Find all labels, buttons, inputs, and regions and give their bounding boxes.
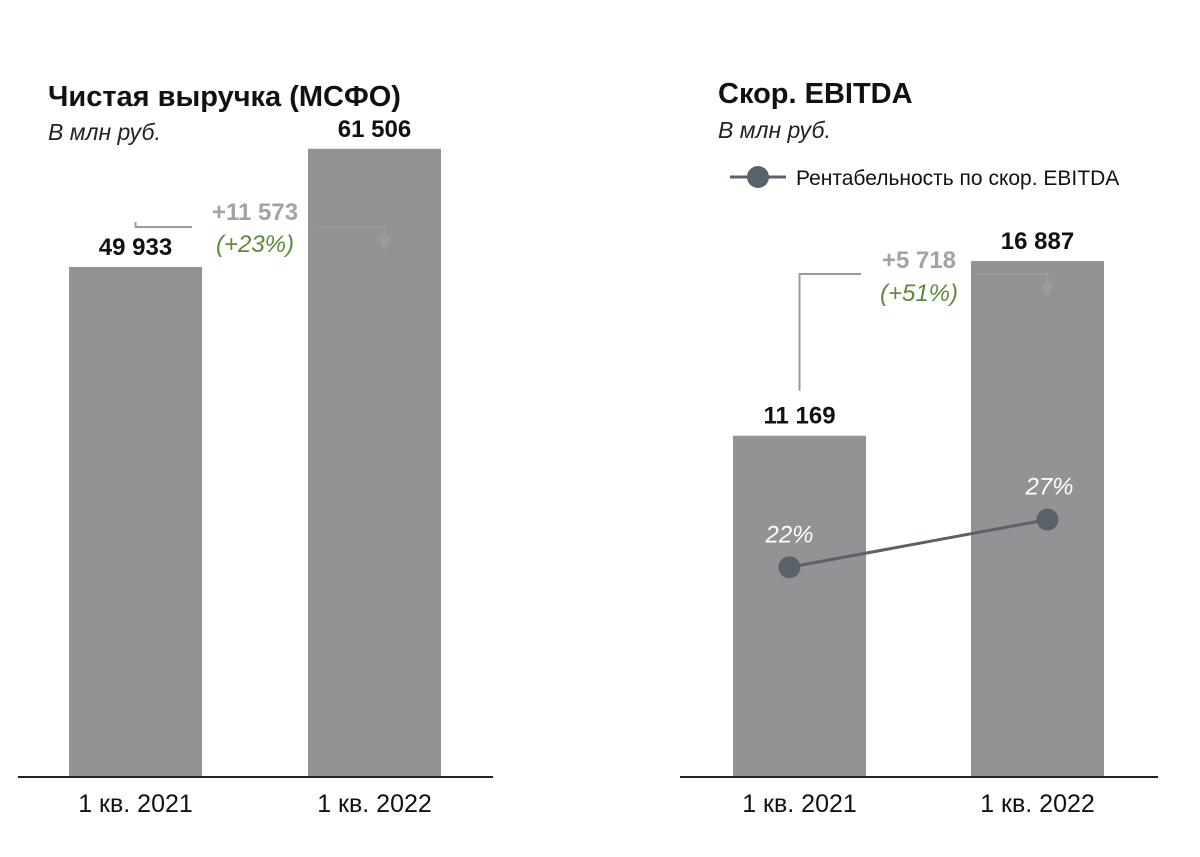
revenue-category-label-2: 1 кв. 2022 (317, 790, 432, 818)
ebitda-chart-plot: 11 169 1 кв. 2021 16 887 1 кв. 2022 +5 718 (+… (680, 228, 1158, 818)
ebitda-category-label-2: 1 кв. 2022 (980, 790, 1095, 818)
ebitda-change-abs-label: +5 718 (882, 247, 956, 274)
legend: Рентабельность по скор. EBITDA (730, 166, 1119, 190)
revenue-bar-2 (308, 148, 441, 778)
revenue-change-bracket-left (134, 221, 192, 228)
ebitda-change-bracket-left (798, 273, 861, 391)
margin-point-1 (778, 556, 801, 579)
legend-dot-marker (747, 166, 769, 188)
revenue-change-pct-label: (+23%) (216, 231, 294, 258)
ebitda-chart-title: Скор. EBITDA (718, 78, 913, 110)
ebitda-change-pct-label: (+51%) (880, 280, 958, 307)
revenue-change-abs-label: +11 573 (212, 199, 298, 226)
revenue-chart: Чистая выручка (МСФО) В млн руб. 49 933 1… (18, 81, 493, 818)
ebitda-value-label-1: 11 169 (763, 403, 835, 430)
margin-series-line (789, 518, 1048, 569)
margin-label-2: 27% (1024, 474, 1073, 501)
ebitda-change-bracket-arrow (977, 273, 1055, 298)
ebitda-category-label-1: 1 кв. 2021 (742, 790, 857, 818)
ebitda-chart: Скор. EBITDA В млн руб. Рентабельность п… (680, 78, 1158, 818)
revenue-bar-1 (69, 266, 202, 777)
ebitda-bar-1 (733, 435, 866, 777)
margin-label-1: 22% (764, 521, 813, 548)
revenue-chart-title: Чистая выручка (МСФО) (48, 81, 401, 113)
ebitda-value-label-2: 16 887 (1001, 228, 1074, 255)
revenue-change-bracket-arrow (318, 226, 392, 251)
revenue-value-label-1: 49 933 (99, 234, 172, 261)
margin-point-2 (1036, 508, 1059, 531)
ebitda-chart-subtitle: В млн руб. (718, 117, 831, 143)
revenue-chart-plot: 49 933 1 кв. 2021 61 506 1 кв. 2022 +11 573 (… (18, 116, 493, 818)
revenue-chart-subtitle: В млн руб. (48, 119, 161, 145)
legend-label: Рентабельность по скор. EBITDA (796, 167, 1119, 190)
revenue-value-label-2: 61 506 (338, 116, 411, 143)
revenue-category-label-1: 1 кв. 2021 (78, 790, 193, 818)
